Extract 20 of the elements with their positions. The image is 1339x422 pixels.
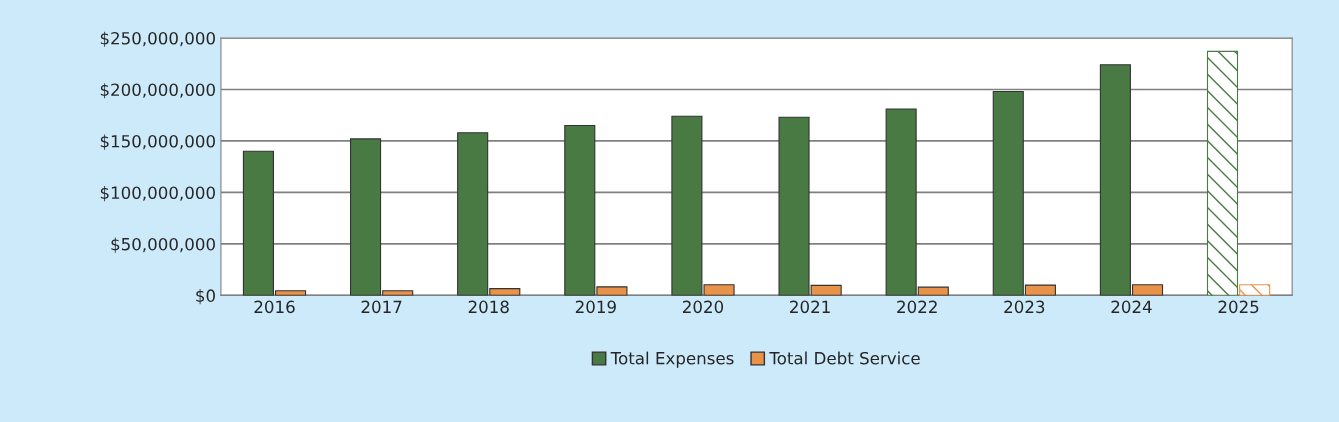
- y-tick-label: $0: [196, 289, 215, 305]
- x-tick-label: 2018: [468, 300, 509, 314]
- y-tick-label: $100,000,000: [100, 186, 215, 202]
- legend-label: Total Debt Service: [769, 351, 920, 365]
- x-tick-label: 2019: [575, 300, 616, 314]
- x-tick-label: 2021: [790, 300, 830, 314]
- x-tick-label: 2024: [1111, 300, 1152, 314]
- bar: [1239, 284, 1271, 296]
- bar: [1206, 50, 1239, 296]
- x-tick-label: 2017: [361, 300, 402, 314]
- y-tick-label: $150,000,000: [100, 134, 215, 150]
- legend-label: Total Expenses: [610, 351, 734, 368]
- y-tick-label: $200,000,000: [100, 83, 215, 99]
- x-tick-label: 2016: [254, 300, 295, 314]
- x-tick-label: 2022: [897, 300, 937, 314]
- x-tick-label: 2023: [1004, 300, 1045, 314]
- y-tick-label: $250,000,000: [100, 31, 215, 47]
- x-tick-label: 2025: [1218, 300, 1259, 314]
- y-tick-label: $50,000,000: [111, 237, 215, 253]
- x-tick-label: 2020: [682, 300, 724, 314]
